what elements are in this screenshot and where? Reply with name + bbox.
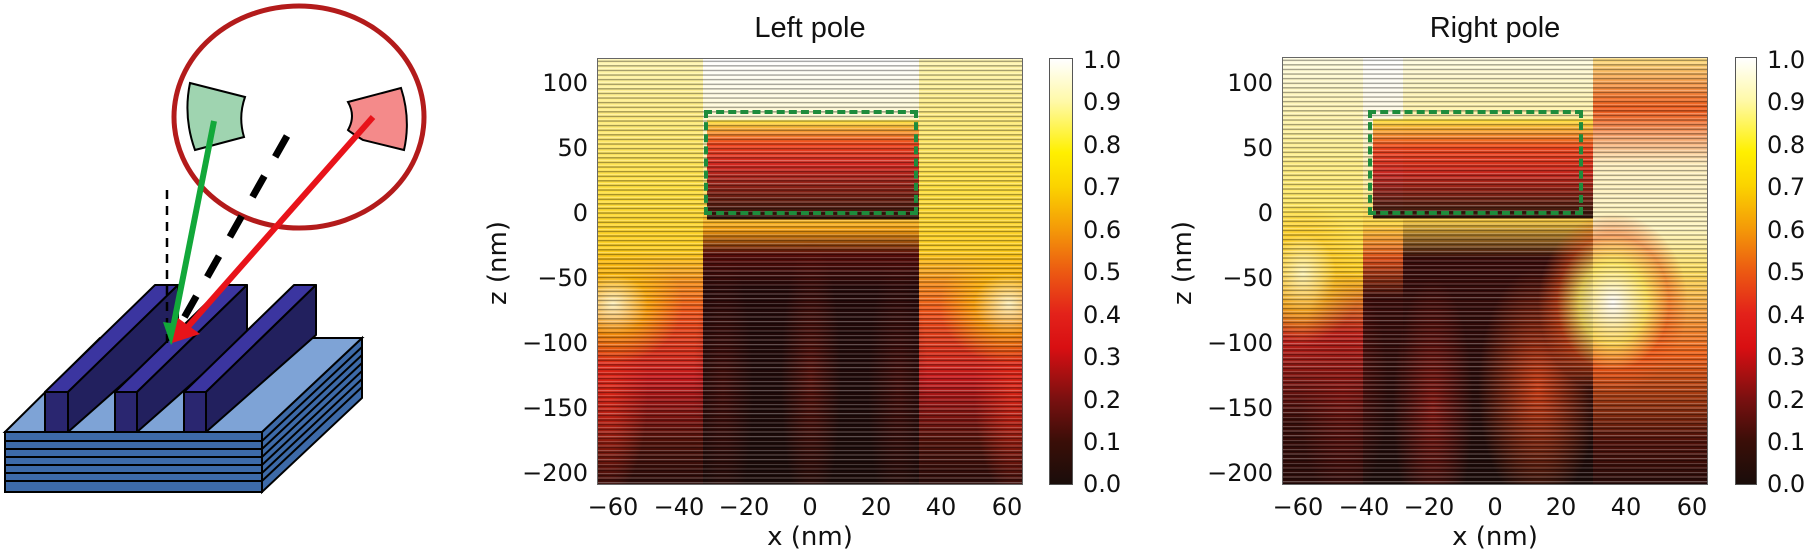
- heatmap-intensity: [1283, 58, 1707, 484]
- y-axis-label: z (nm): [1168, 220, 1198, 306]
- y-tick: −50: [537, 264, 588, 292]
- colorbar-tick: 0.9: [1083, 88, 1122, 116]
- colorbar-tick: 0.1: [1767, 428, 1806, 456]
- left-pole-title: Left pole: [754, 12, 866, 44]
- left-pole-detector-green: [186, 81, 247, 152]
- x-tick: −60: [587, 493, 639, 521]
- left-pole-heatmap: [597, 58, 1023, 485]
- colorbar-tick: 0.6: [1767, 216, 1806, 244]
- x-tick: 20: [1545, 493, 1577, 521]
- detector-inset-circle: [171, 3, 427, 231]
- y-tick: 0: [572, 199, 588, 227]
- x-tick: −20: [718, 493, 770, 521]
- colorbar-tick: 0.4: [1767, 301, 1806, 329]
- heatmap-intensity: [598, 59, 1022, 484]
- y-tick: −100: [1207, 329, 1273, 357]
- colorbar-tick: 0.6: [1083, 216, 1122, 244]
- y-tick: 0: [1257, 199, 1273, 227]
- colorbar-tick: 0.7: [1083, 173, 1122, 201]
- right-pole-detector-red: [346, 86, 408, 152]
- colorbar-tick: 1.0: [1767, 46, 1806, 74]
- x-axis-label: x (nm): [767, 522, 853, 552]
- colorbar-tick: 0.3: [1767, 343, 1806, 371]
- fringe-highlight: [598, 59, 1022, 484]
- x-tick: −60: [1272, 493, 1324, 521]
- colorbar-tick: 0.8: [1083, 131, 1122, 159]
- x-tick: 60: [991, 493, 1023, 521]
- colorbar-tick: 0.0: [1083, 470, 1122, 498]
- fringe-overlay: [598, 59, 1022, 484]
- colorbar-tick: 1.0: [1083, 46, 1122, 74]
- x-tick: 60: [1676, 493, 1708, 521]
- x-tick: 0: [1487, 493, 1503, 521]
- colorbar-tick: 0.2: [1083, 386, 1122, 414]
- colorbar-tick: 0.8: [1767, 131, 1806, 159]
- right-pole-heatmap: [1282, 57, 1708, 485]
- colorbar-tick: 0.0: [1767, 470, 1806, 498]
- x-tick: 0: [802, 493, 818, 521]
- y-tick: −200: [1207, 459, 1273, 487]
- y-tick: −50: [1222, 264, 1273, 292]
- right-colorbar: [1735, 57, 1757, 485]
- specular-dashed-line: [176, 134, 291, 327]
- wire-outline-dashed-box: [1368, 110, 1583, 215]
- x-tick: −40: [653, 493, 705, 521]
- fringe-overlay: [1283, 58, 1707, 484]
- y-tick: −100: [522, 329, 588, 357]
- red-beam-arrow: [172, 115, 376, 343]
- x-tick: −40: [1338, 493, 1390, 521]
- x-tick: 20: [860, 493, 892, 521]
- y-tick: 50: [1242, 134, 1273, 162]
- colorbar-tick: 0.4: [1083, 301, 1122, 329]
- colorbar-tick: 0.9: [1767, 88, 1806, 116]
- x-tick: 40: [925, 493, 957, 521]
- left-colorbar: [1049, 58, 1073, 485]
- y-tick: 100: [542, 69, 588, 97]
- right-pole-title: Right pole: [1429, 12, 1561, 44]
- x-axis-label: x (nm): [1452, 522, 1538, 552]
- wire-outline-dashed-box: [704, 110, 918, 215]
- experiment-schematic: [2, 3, 427, 495]
- colorbar-tick: 0.1: [1083, 428, 1122, 456]
- x-tick: 40: [1610, 493, 1642, 521]
- x-tick: −20: [1403, 493, 1455, 521]
- fringe-highlight: [1283, 58, 1707, 484]
- colorbar-tick: 0.3: [1083, 343, 1122, 371]
- y-axis-label: z (nm): [483, 220, 513, 306]
- colorbar-tick: 0.5: [1083, 258, 1122, 286]
- colorbar-tick: 0.5: [1767, 258, 1806, 286]
- y-tick: −150: [522, 394, 588, 422]
- colorbar-tick: 0.2: [1767, 386, 1806, 414]
- y-tick: 50: [557, 134, 588, 162]
- y-tick: −150: [1207, 394, 1273, 422]
- y-tick: −200: [522, 459, 588, 487]
- colorbar-tick: 0.7: [1767, 173, 1806, 201]
- y-tick: 100: [1227, 69, 1273, 97]
